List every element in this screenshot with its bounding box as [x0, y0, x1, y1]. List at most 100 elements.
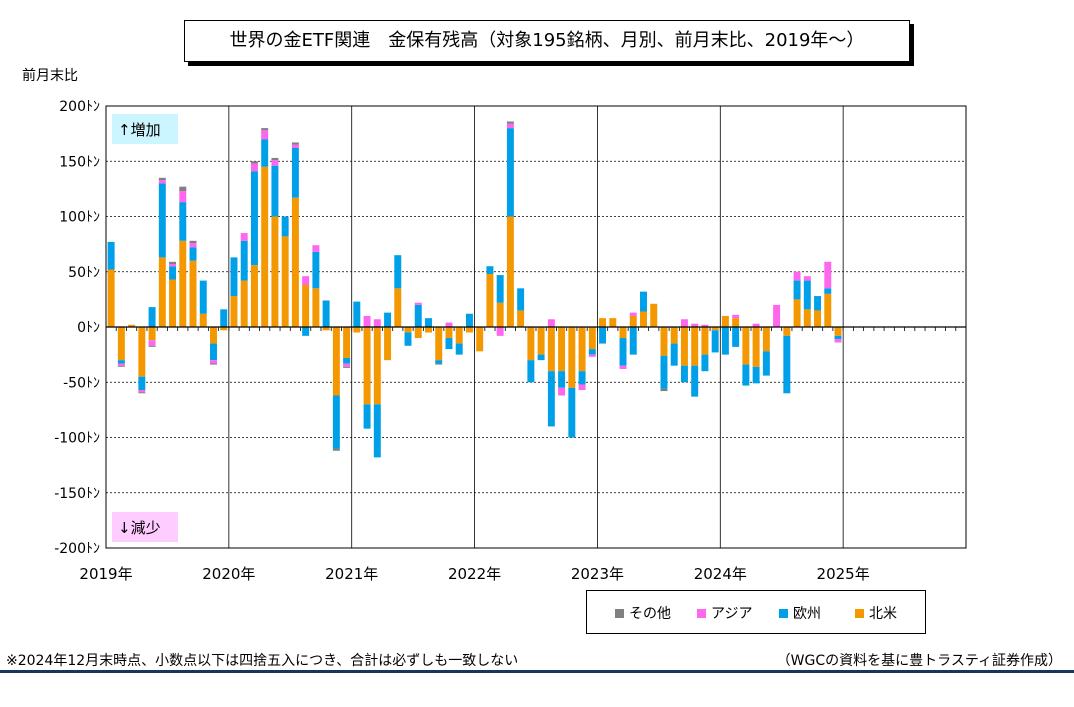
bar-segment [691, 365, 699, 397]
bar-segment [312, 288, 320, 327]
bar-segment [640, 311, 647, 327]
bar-segment [465, 327, 473, 333]
bar-segment [322, 327, 330, 331]
bar-segment [138, 327, 146, 377]
bar-segment [629, 312, 637, 316]
bar-segment [711, 330, 719, 353]
bar-segment [179, 191, 187, 203]
bar-segment [281, 236, 289, 327]
bar-segment [445, 327, 453, 339]
bar-segment [619, 327, 627, 339]
bar-segment [752, 366, 760, 384]
bar-segment [404, 332, 412, 346]
bar-segment [547, 319, 555, 327]
legend-label-asia: アジア [711, 606, 753, 622]
y-tick-label: 100ﾄﾝ [59, 210, 100, 226]
bar-segment [199, 313, 207, 327]
bar-segment [455, 327, 463, 344]
bar-segment [435, 360, 443, 364]
bar-segment [138, 389, 146, 393]
bar-segment [312, 245, 320, 252]
bar-segment [824, 293, 832, 327]
bar-segment [783, 327, 791, 336]
chart-title: 世界の金ETF関連 金保有残高（対象195銘柄、月別、前月末比、2019年～） [184, 20, 910, 62]
legend-label-europe: 欧州 [793, 606, 821, 622]
bar-segment [803, 276, 811, 281]
bar-segment [158, 257, 166, 327]
bar-segment [322, 300, 330, 327]
bar-segment [599, 318, 607, 327]
bar-segment [711, 327, 719, 331]
bar-segment [803, 280, 811, 310]
bar-segment [660, 327, 668, 356]
y-axis-label: 前月末比 [22, 67, 78, 84]
bar-segment [640, 291, 647, 312]
bar-segment [302, 276, 310, 286]
bar-segment [578, 327, 586, 372]
annotation-up: ↑増加 [118, 121, 161, 139]
bar-segment [445, 338, 453, 350]
legend-item-europe: 欧州 [779, 603, 821, 623]
bar-segment [117, 365, 125, 367]
bar-segment [353, 327, 361, 333]
bar-segment [834, 327, 842, 336]
bar-segment [537, 327, 545, 355]
bar-segment [680, 327, 688, 366]
bar-segment [158, 177, 166, 181]
bar-segment [793, 280, 801, 300]
bar-segment [558, 387, 566, 396]
bar-segment [506, 216, 514, 327]
y-tick-label: 150ﾄﾝ [59, 154, 100, 170]
bar-segment [558, 327, 566, 372]
bar-segment [445, 322, 453, 327]
bar-segment [691, 323, 699, 327]
bar-segment [250, 163, 258, 172]
bar-segment [373, 319, 381, 327]
bar-segment [312, 251, 320, 289]
bar-segment [117, 360, 125, 364]
bar-segment [547, 371, 555, 427]
bar-segment [261, 166, 269, 327]
bar-segment [169, 279, 177, 327]
bar-segment [476, 327, 484, 352]
bar-segment [138, 376, 146, 390]
bar-segment [148, 345, 156, 347]
bar-segment [271, 216, 279, 327]
bar-segment [762, 351, 770, 376]
x-year-label: 2025年 [817, 565, 870, 583]
bar-segment [732, 327, 740, 347]
bar-segment [394, 288, 402, 327]
bar-segment [486, 273, 494, 327]
bar-segment [588, 349, 596, 355]
bar-segment [732, 318, 740, 327]
bar-segment [189, 260, 197, 327]
bar-segment [670, 343, 678, 366]
bar-segment [762, 327, 770, 352]
bar-segment [834, 335, 842, 340]
bar-segment [250, 161, 258, 164]
bar-segment [599, 327, 607, 344]
bar-segment [343, 366, 351, 368]
bar-segment [230, 296, 238, 327]
bar-segment [373, 404, 381, 458]
bar-segment [732, 314, 740, 319]
bar-segment [752, 327, 760, 367]
bar-segment [343, 327, 351, 358]
bar-segment [568, 327, 576, 388]
legend-swatch-other [615, 608, 624, 618]
bar-segment [568, 387, 576, 438]
bar-segment [332, 395, 340, 449]
bar-segment [138, 392, 146, 394]
bar-segment [609, 318, 617, 327]
y-tick-label: -50ﾄﾝ [63, 375, 100, 391]
bar-segment [660, 388, 668, 392]
bar-segment [210, 360, 217, 364]
bar-segment [506, 121, 514, 124]
bar-segment [291, 147, 299, 198]
bar-segment [425, 327, 432, 333]
y-tick-label: 200ﾄﾝ [59, 99, 100, 115]
bar-segment [414, 327, 422, 339]
bar-segment [261, 128, 269, 131]
bar-segment [783, 335, 791, 394]
bar-segment [240, 240, 248, 281]
